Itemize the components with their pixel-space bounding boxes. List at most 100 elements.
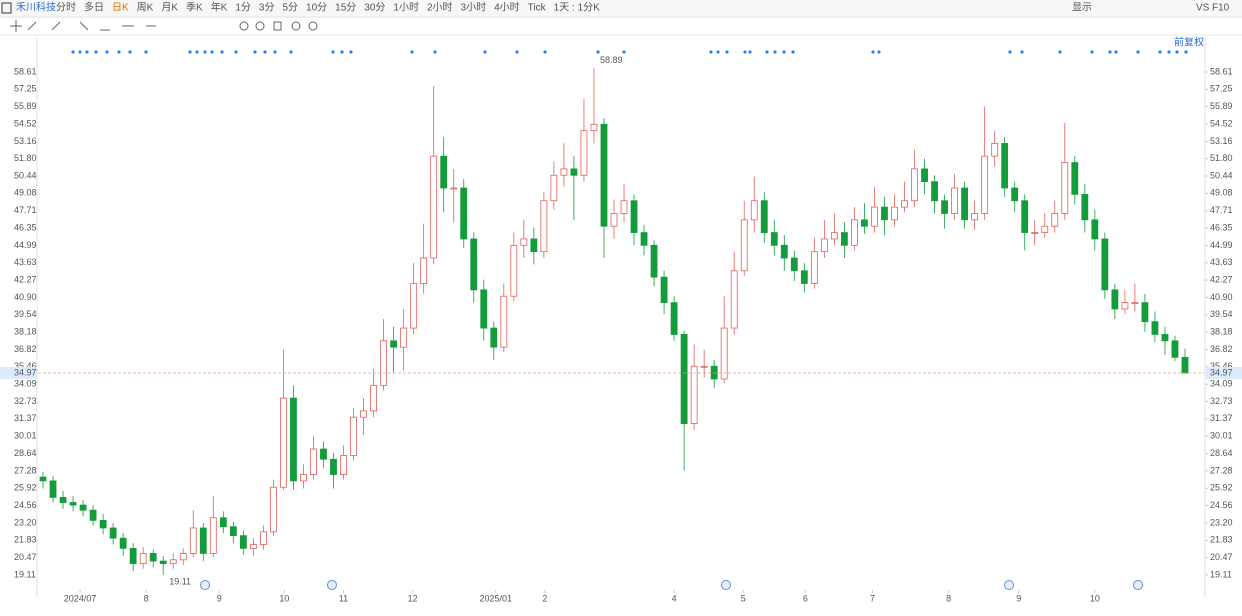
y-tick-label: 40.90 bbox=[14, 292, 37, 302]
period-tab[interactable]: 年K bbox=[211, 1, 228, 14]
event-dot[interactable] bbox=[410, 50, 414, 54]
event-dot[interactable] bbox=[871, 50, 875, 54]
e-marker[interactable] bbox=[200, 580, 210, 590]
period-tab[interactable]: 3小时 bbox=[461, 2, 487, 14]
f10-button[interactable]: F10 bbox=[1212, 3, 1230, 14]
delete-tool[interactable] bbox=[273, 21, 282, 31]
event-dot[interactable] bbox=[782, 50, 786, 54]
e-marker[interactable] bbox=[1133, 580, 1143, 590]
event-dot[interactable] bbox=[709, 50, 713, 54]
crosshair-tool[interactable] bbox=[10, 20, 22, 32]
period-tab[interactable]: 10分 bbox=[306, 2, 327, 14]
e-marker[interactable] bbox=[721, 580, 731, 590]
e-marker[interactable] bbox=[327, 580, 337, 590]
settings-tool[interactable] bbox=[308, 21, 318, 31]
candle-body bbox=[99, 519, 107, 529]
period-tab[interactable]: 日K bbox=[112, 3, 129, 14]
event-dot[interactable] bbox=[1175, 50, 1179, 54]
period-tab[interactable]: 分时 bbox=[56, 2, 76, 14]
event-dot[interactable] bbox=[105, 50, 109, 54]
event-dot[interactable] bbox=[1108, 50, 1112, 54]
event-dot[interactable] bbox=[877, 50, 881, 54]
event-dot[interactable] bbox=[515, 50, 519, 54]
event-dot[interactable] bbox=[765, 50, 769, 54]
y-tick-label: 55.89 bbox=[14, 101, 37, 111]
event-dot[interactable] bbox=[1008, 50, 1012, 54]
candle-body bbox=[340, 455, 347, 475]
event-dot[interactable] bbox=[349, 50, 353, 54]
event-dot[interactable] bbox=[94, 50, 98, 54]
period-tab[interactable]: 15分 bbox=[335, 2, 356, 14]
event-dot[interactable] bbox=[210, 50, 214, 54]
period-tab[interactable]: Tick bbox=[528, 3, 547, 14]
event-dot[interactable] bbox=[483, 50, 487, 54]
event-dot[interactable] bbox=[273, 50, 277, 54]
event-dot[interactable] bbox=[543, 50, 547, 54]
event-dot[interactable] bbox=[1167, 50, 1171, 54]
event-dot[interactable] bbox=[195, 50, 199, 54]
event-dot[interactable] bbox=[725, 50, 729, 54]
event-dot[interactable] bbox=[188, 50, 192, 54]
candle-body bbox=[810, 251, 818, 284]
event-dot[interactable] bbox=[748, 50, 752, 54]
event-dot[interactable] bbox=[1158, 50, 1162, 54]
tool-icon[interactable] bbox=[239, 21, 249, 31]
event-dot[interactable] bbox=[234, 50, 238, 54]
candle-body bbox=[981, 155, 989, 214]
stock-name[interactable]: 禾川科技 bbox=[16, 1, 56, 14]
period-tab[interactable]: 5分 bbox=[282, 2, 298, 14]
candle-body bbox=[79, 504, 87, 511]
event-dot[interactable] bbox=[1184, 50, 1188, 54]
period-tab[interactable]: 1天 : 1分K bbox=[554, 2, 600, 14]
period-tab[interactable]: 1小时 bbox=[393, 2, 419, 14]
event-dot[interactable] bbox=[71, 50, 75, 54]
period-tab[interactable]: 1分 bbox=[235, 2, 251, 14]
period-tab[interactable]: 多日 bbox=[84, 1, 104, 14]
x-tick-label: 2024/07 bbox=[64, 593, 97, 603]
e-marker[interactable] bbox=[1004, 580, 1014, 590]
event-dot[interactable] bbox=[253, 50, 257, 54]
event-dot[interactable] bbox=[85, 50, 89, 54]
event-dot[interactable] bbox=[144, 50, 148, 54]
event-dot[interactable] bbox=[716, 50, 720, 54]
event-dot[interactable] bbox=[128, 50, 132, 54]
period-tab[interactable]: 3分 bbox=[259, 2, 275, 14]
candle-body bbox=[310, 448, 317, 475]
event-dot[interactable] bbox=[289, 50, 293, 54]
event-dot[interactable] bbox=[791, 50, 795, 54]
sidebar-icon[interactable] bbox=[1, 2, 12, 14]
adjust-button[interactable]: 前复权 bbox=[1174, 36, 1204, 49]
vs-button[interactable]: VS bbox=[1196, 3, 1210, 14]
event-dot[interactable] bbox=[1136, 50, 1140, 54]
event-dot[interactable] bbox=[117, 50, 121, 54]
candle-body bbox=[550, 174, 558, 202]
period-tab[interactable]: 4小时 bbox=[494, 2, 520, 14]
event-dot[interactable] bbox=[743, 50, 747, 54]
event-dot[interactable] bbox=[331, 50, 335, 54]
event-dot[interactable] bbox=[340, 50, 344, 54]
event-dot[interactable] bbox=[596, 50, 600, 54]
event-dot[interactable] bbox=[433, 50, 437, 54]
tool-icon[interactable] bbox=[291, 21, 301, 31]
display-menu[interactable]: 显示 bbox=[1072, 2, 1092, 14]
event-dot[interactable] bbox=[263, 50, 267, 54]
event-dot[interactable] bbox=[1090, 50, 1094, 54]
tool-icon[interactable] bbox=[255, 21, 265, 31]
candle-body bbox=[520, 238, 528, 246]
period-tab[interactable]: 2小时 bbox=[427, 2, 453, 14]
event-dot[interactable] bbox=[622, 50, 626, 54]
event-dot[interactable] bbox=[1058, 50, 1062, 54]
period-tab[interactable]: 30分 bbox=[364, 2, 385, 14]
event-dot[interactable] bbox=[78, 50, 82, 54]
event-dot[interactable] bbox=[203, 50, 207, 54]
period-tab[interactable]: 季K bbox=[186, 2, 203, 14]
y-tick-label: 44.99 bbox=[14, 240, 37, 250]
line-tools[interactable] bbox=[27, 21, 156, 31]
period-tab[interactable]: 周K bbox=[137, 2, 154, 14]
event-dot[interactable] bbox=[220, 50, 224, 54]
event-dot[interactable] bbox=[773, 50, 777, 54]
event-dot[interactable] bbox=[1020, 50, 1024, 54]
event-dot[interactable] bbox=[1114, 50, 1118, 54]
period-tab[interactable]: 月K bbox=[161, 2, 178, 14]
candle-body bbox=[891, 206, 898, 221]
